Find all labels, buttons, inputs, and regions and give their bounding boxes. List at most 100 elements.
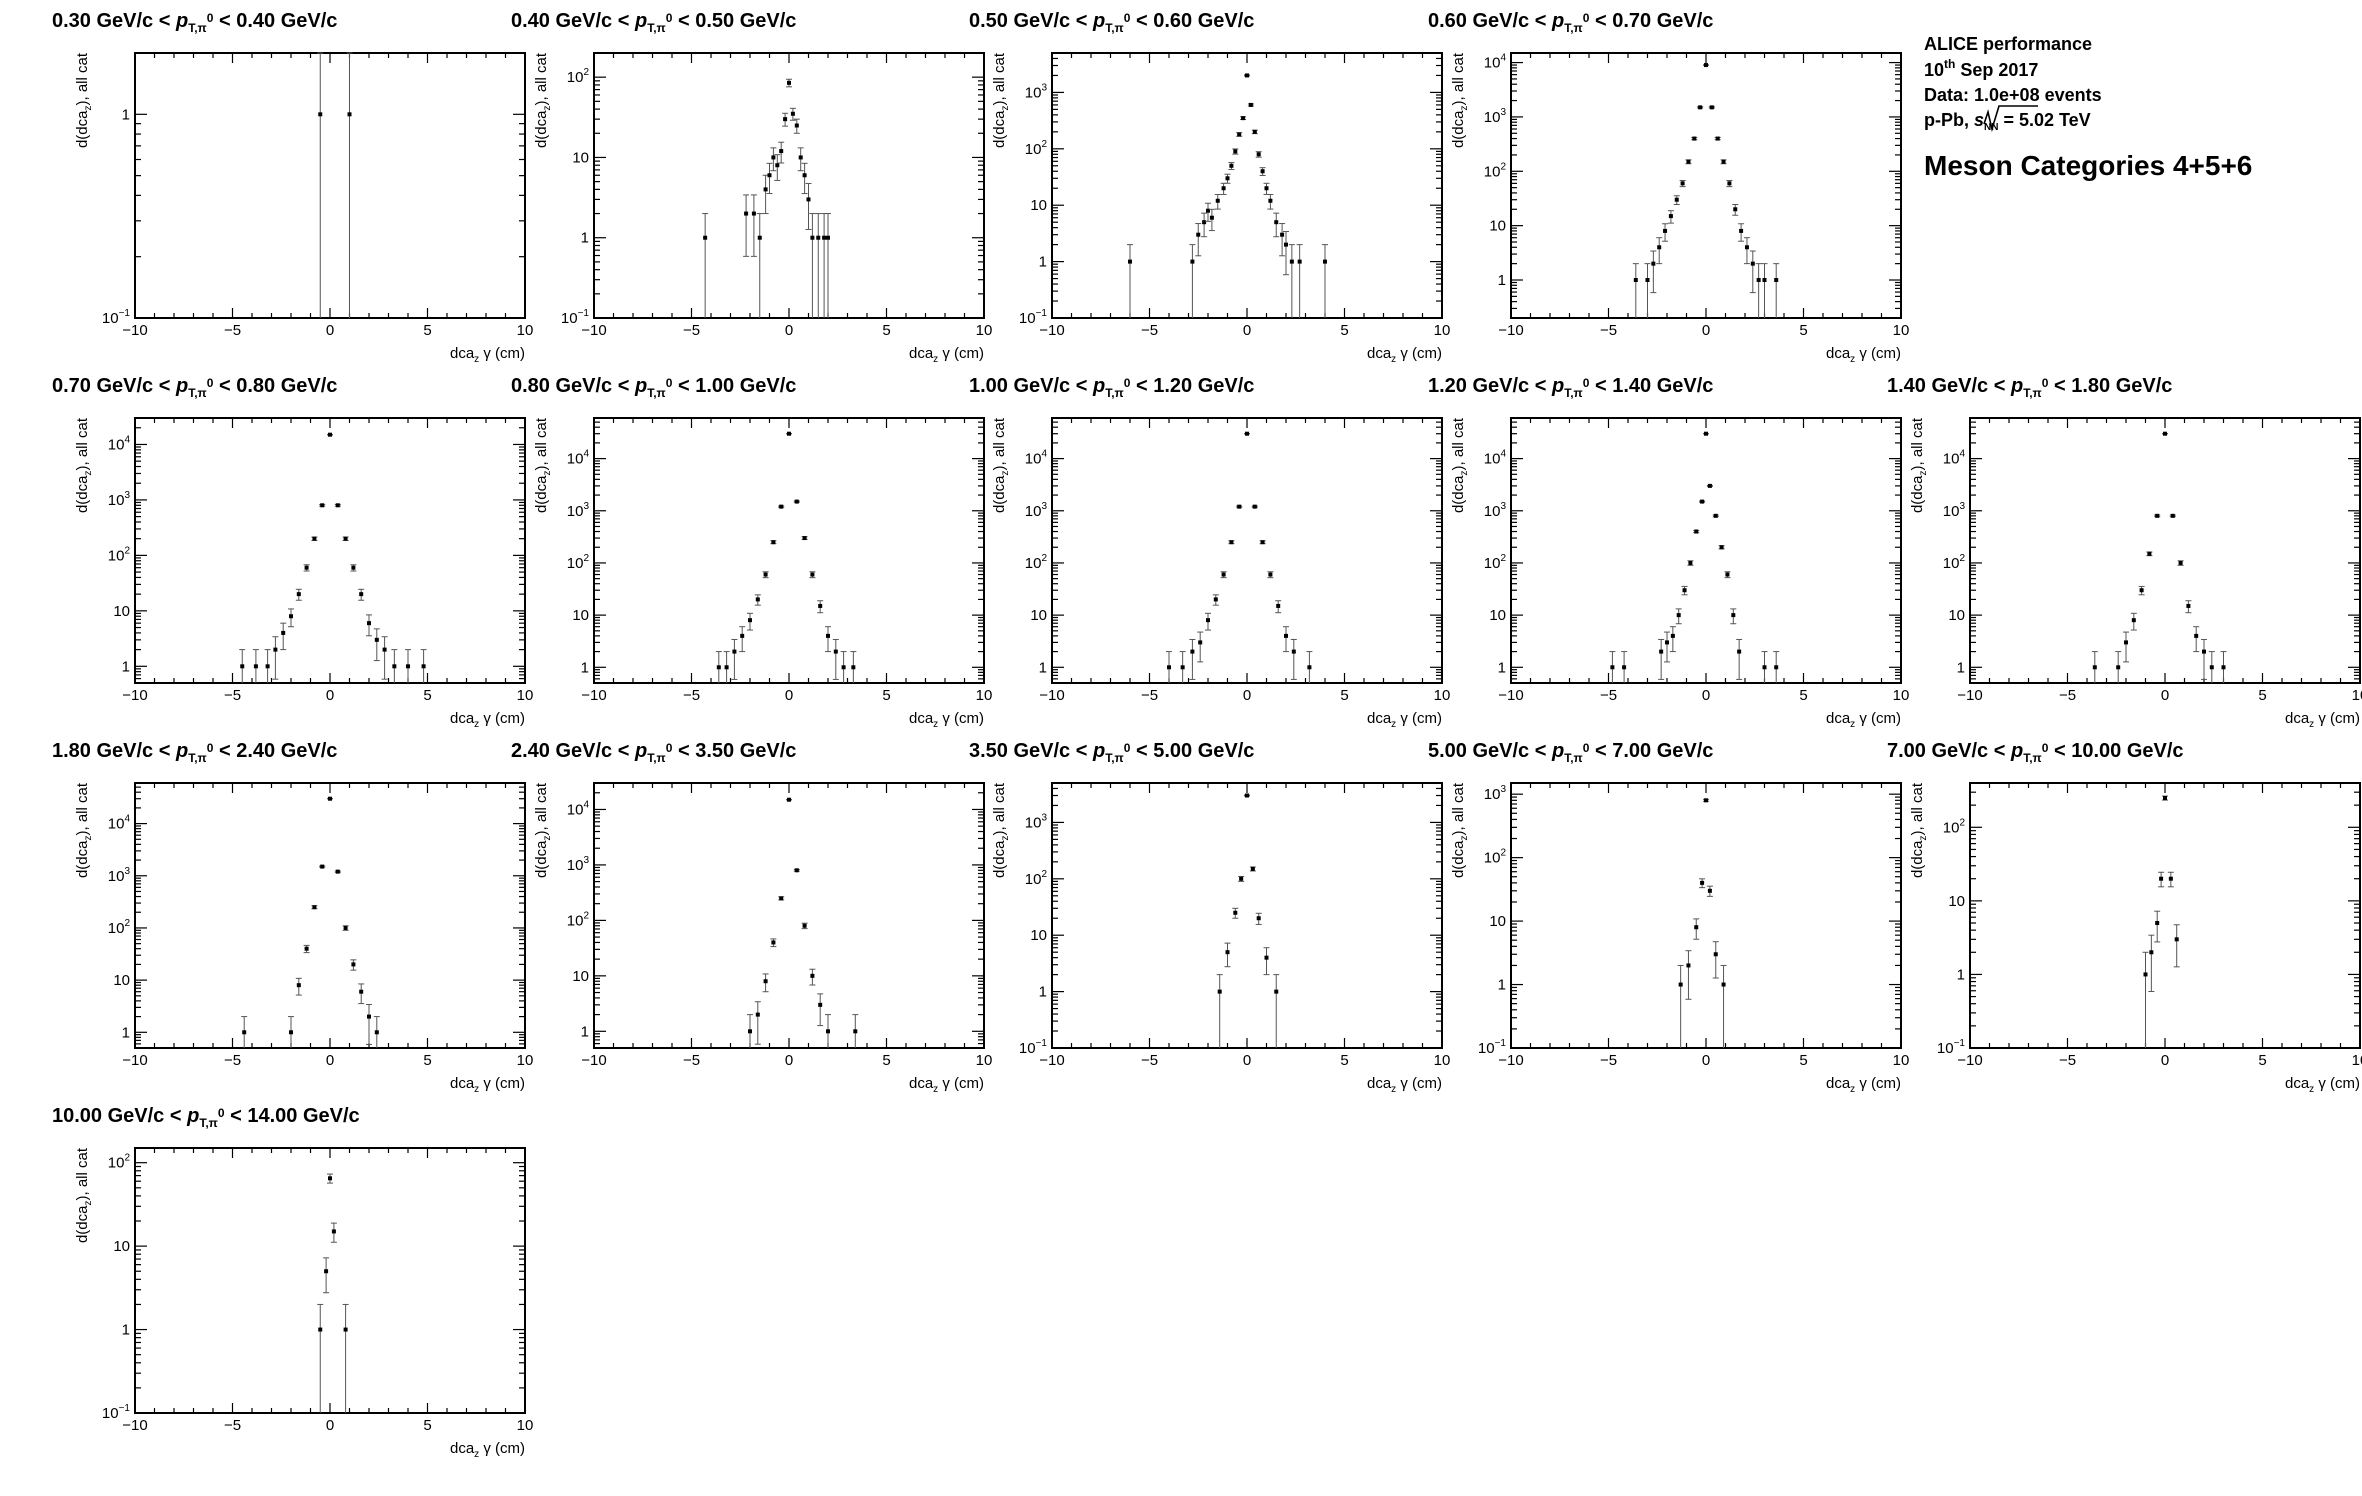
data-point bbox=[787, 80, 791, 85]
y-tick-label: 10 bbox=[113, 603, 130, 620]
x-axis-label-sub: z bbox=[1850, 719, 1855, 730]
x-tick-label: −5 bbox=[1141, 687, 1158, 704]
data-point bbox=[1323, 259, 1327, 264]
x-tick-label: 0 bbox=[1702, 1052, 1710, 1069]
data-point bbox=[1233, 910, 1238, 915]
y-tick-label: 10 bbox=[1489, 913, 1506, 930]
data-point bbox=[2163, 431, 2167, 436]
data-point bbox=[1237, 504, 1242, 509]
x-axis-label-rest: γ (cm) bbox=[938, 710, 984, 727]
y-axis-label: d(dcaz), all cat bbox=[1909, 417, 1929, 513]
data-point bbox=[1221, 572, 1226, 577]
plot-frame bbox=[593, 782, 985, 1049]
panel-title-upper: < 5.00 GeV/c bbox=[1130, 740, 1254, 762]
y-tick-exp: 3 bbox=[124, 490, 130, 501]
data-point bbox=[351, 565, 356, 570]
y-tick-label: 1 bbox=[1039, 254, 1047, 271]
y-axis-label: d(dcaz), all cat bbox=[1450, 782, 1470, 878]
x-tick-label: 0 bbox=[785, 1052, 793, 1069]
y-axis-label-sub: z bbox=[83, 106, 94, 111]
info-energy-s: s bbox=[1974, 110, 1984, 130]
plot-frame bbox=[593, 52, 985, 319]
y-tick-exp: 4 bbox=[1500, 449, 1506, 460]
y-tick-label: 103 bbox=[108, 490, 131, 509]
data-point bbox=[794, 123, 799, 128]
y-axis-label-rest: ), all cat bbox=[1450, 52, 1467, 105]
x-axis-label-sub: z bbox=[1850, 354, 1855, 365]
x-tick-label: 10 bbox=[976, 687, 993, 704]
y-axis-label-base: d(dca bbox=[74, 110, 91, 148]
y-tick-exp: 2 bbox=[1500, 161, 1506, 172]
plot-frame bbox=[1051, 417, 1443, 684]
y-tick-exp: −1 bbox=[1036, 1038, 1048, 1049]
x-tick-label: −5 bbox=[1600, 687, 1617, 704]
data-point bbox=[1762, 278, 1767, 283]
x-tick-label: 10 bbox=[976, 1052, 993, 1069]
y-tick-label: 103 bbox=[1943, 501, 1966, 520]
y-axis-label-base: d(dca bbox=[1450, 475, 1467, 513]
panel-title-sup: 0 bbox=[666, 741, 673, 755]
y-tick-label: 10 bbox=[113, 1238, 130, 1255]
y-axis-label-base: d(dca bbox=[991, 110, 1008, 148]
data-point bbox=[289, 614, 293, 619]
x-axis-label-rest: γ (cm) bbox=[1855, 345, 1901, 362]
y-tick-exp: 2 bbox=[1041, 553, 1047, 564]
data-point bbox=[1733, 207, 1738, 212]
x-axis-label-base: dca bbox=[450, 710, 475, 727]
data-point bbox=[841, 665, 846, 670]
x-tick-label: 0 bbox=[1702, 322, 1710, 339]
y-axis-label-rest: ), all cat bbox=[991, 417, 1008, 470]
y-tick-exp: 2 bbox=[1041, 139, 1047, 150]
panel-title-sup: 0 bbox=[1583, 741, 1590, 755]
y-axis-label-base: d(dca bbox=[1909, 840, 1926, 878]
data-point bbox=[1260, 540, 1265, 545]
data-point bbox=[406, 664, 410, 669]
panel-title-p: p bbox=[175, 10, 188, 32]
data-point bbox=[1610, 665, 1615, 670]
data-point bbox=[2147, 551, 2152, 556]
data-point bbox=[1633, 278, 1638, 283]
panel-title-sub: T,π bbox=[1105, 386, 1124, 400]
panel-title-lower: 5.00 GeV/c < bbox=[1428, 740, 1552, 762]
x-axis-label-rest: γ (cm) bbox=[2314, 1075, 2360, 1092]
y-axis-label: d(dcaz), all cat bbox=[991, 417, 1011, 513]
y-tick-exp: 3 bbox=[583, 855, 589, 866]
data-point bbox=[335, 503, 340, 508]
x-axis-label: dcaz γ (cm) bbox=[1367, 710, 1442, 730]
y-tick-base: 10 bbox=[567, 857, 584, 874]
y-axis-label-base: d(dca bbox=[74, 840, 91, 878]
x-tick-label: 0 bbox=[1243, 687, 1251, 704]
x-tick-label: −10 bbox=[1039, 687, 1064, 704]
plot-frame bbox=[1510, 52, 1902, 319]
y-tick-exp: 3 bbox=[124, 866, 130, 877]
y-tick-label: 1 bbox=[122, 106, 130, 123]
y-axis-label-rest: ), all cat bbox=[533, 782, 550, 835]
plot-frame bbox=[1051, 782, 1443, 1049]
y-tick-label: 1 bbox=[581, 1023, 589, 1040]
data-point bbox=[1198, 640, 1203, 645]
data-point bbox=[1209, 215, 1214, 220]
y-axis-label: d(dcaz), all cat bbox=[533, 52, 553, 148]
sqrt-sign-icon bbox=[1983, 105, 2038, 133]
data-point bbox=[787, 431, 791, 436]
plot-frame bbox=[134, 1147, 526, 1414]
y-tick-base: 10 bbox=[1943, 451, 1960, 468]
x-axis-label: dcaz γ (cm) bbox=[450, 1075, 525, 1095]
panel-title-sub: T,π bbox=[1564, 386, 1583, 400]
data-point bbox=[1245, 73, 1249, 78]
x-axis-label: dcaz γ (cm) bbox=[909, 710, 984, 730]
y-tick-base: 10 bbox=[1025, 871, 1042, 888]
x-axis-label-sub: z bbox=[2309, 719, 2314, 730]
data-point bbox=[367, 621, 371, 626]
y-axis-label-base: d(dca bbox=[74, 475, 91, 513]
info-date-suffix: th bbox=[1944, 57, 1955, 71]
data-point bbox=[763, 187, 768, 192]
data-point bbox=[826, 235, 830, 240]
data-point bbox=[1196, 232, 1201, 237]
x-tick-label: 10 bbox=[1893, 1052, 1910, 1069]
x-tick-label: −10 bbox=[122, 1052, 147, 1069]
y-tick-base: 10 bbox=[567, 801, 584, 818]
data-point bbox=[1713, 513, 1718, 518]
y-axis-label-base: d(dca bbox=[991, 840, 1008, 878]
